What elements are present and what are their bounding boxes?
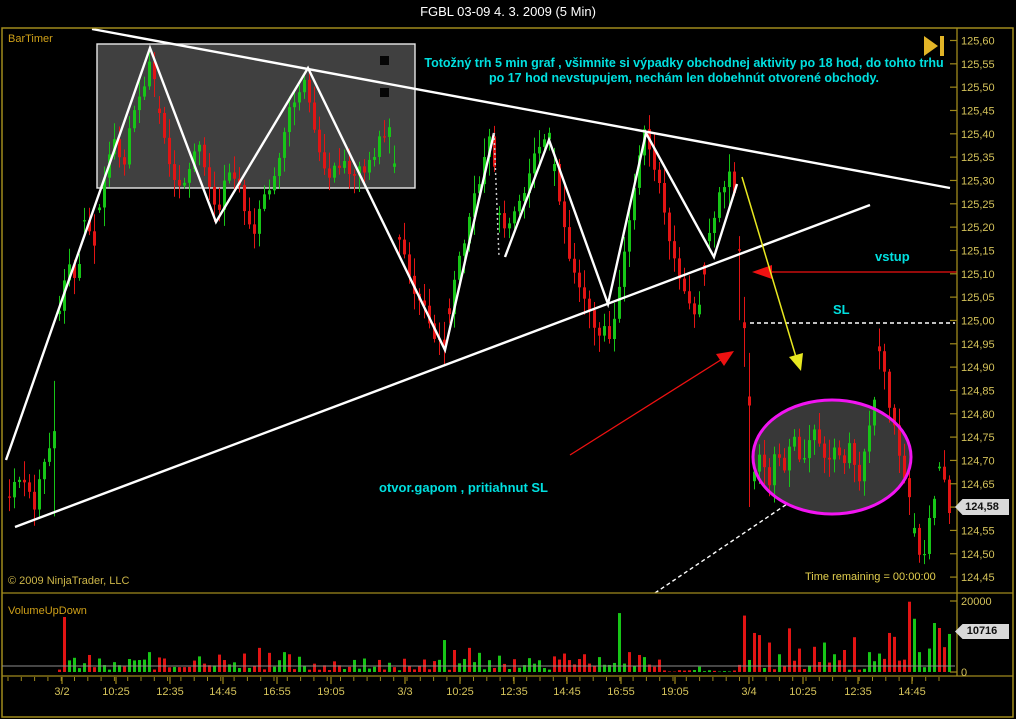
swing-zigzag-line[interactable]: [503, 129, 739, 309]
go-to-latest-button[interactable]: [922, 35, 948, 57]
trade-note-line2: po 17 hod nevstupujem, nechám len dobehn…: [488, 71, 880, 85]
axis-tick-label: 125,55: [961, 59, 995, 71]
axis-tick-label: 14:45: [209, 686, 237, 698]
axis-tick-label: 3/3: [397, 686, 412, 698]
axis-tick-label: 125,00: [961, 315, 995, 327]
trendline[interactable]: [91, 27, 951, 190]
breakdown-arrowhead: [716, 351, 734, 366]
axis-tick-label: 125,10: [961, 269, 995, 281]
last-price-marker: 124,58: [955, 499, 1009, 515]
axis-tick-label: 14:45: [898, 686, 926, 698]
axis-tick-label: 125,20: [961, 222, 995, 234]
gap-dashed-line: [654, 503, 788, 594]
bartimer-countdown-text: Time remaining = 00:00:00: [805, 571, 936, 583]
time-axis[interactable]: [2, 677, 955, 716]
axis-tick-label: 124,90: [961, 362, 995, 374]
axis-tick-label: 124,70: [961, 455, 995, 467]
breakdown-arrow-line: [569, 355, 728, 456]
trade-note-annotation: Totožný trh 5 min graf , všimnite si výp…: [420, 56, 948, 86]
axis-tick-label: 10:25: [789, 686, 817, 698]
axis-tick-label: 125,50: [961, 82, 995, 94]
trendline[interactable]: [14, 203, 871, 529]
volume-indicator-label: VolumeUpDown: [8, 605, 87, 617]
target-arrowhead: [789, 353, 803, 371]
drawing-overlays: [4, 27, 957, 594]
axis-tick-label: 14:45: [553, 686, 581, 698]
play-icon: [924, 36, 944, 56]
axis-tick-label: 125,60: [961, 36, 995, 48]
axis-tick-label: 124,75: [961, 432, 995, 444]
last-volume-marker: 10716: [955, 624, 1009, 639]
axis-tick-label: 125,35: [961, 152, 995, 164]
entry-arrowhead: [752, 265, 772, 279]
window-title: FGBL 03-09 4. 3. 2009 (5 Min): [420, 4, 596, 19]
axis-tick-label: 12:35: [500, 686, 528, 698]
axis-tick-label: 16:55: [263, 686, 291, 698]
axis-tick-label: 124,80: [961, 409, 995, 421]
axis-tick-label: 125,25: [961, 199, 995, 211]
selection-handle[interactable]: [380, 56, 389, 65]
axis-tick-label: 12:35: [844, 686, 872, 698]
axis-tick-label: 124,85: [961, 385, 995, 397]
axis-tick-label: 125,05: [961, 292, 995, 304]
axis-tick-label: 125,45: [961, 105, 995, 117]
axis-tick-label: 124,55: [961, 525, 995, 537]
axis-tick-label: 19:05: [317, 686, 345, 698]
dotted-swing-line: [493, 132, 500, 258]
axis-tick-label: 125,40: [961, 129, 995, 141]
axis-tick-label: 125,30: [961, 175, 995, 187]
axis-tick-label: 124,65: [961, 479, 995, 491]
price-axis[interactable]: [957, 28, 1013, 676]
axis-tick-label: 10:25: [102, 686, 130, 698]
volume-bars: [58, 601, 951, 672]
axis-tick-label: 20000: [961, 596, 992, 608]
trade-note-line1: Totožný trh 5 min graf , všimnite si výp…: [424, 56, 944, 70]
axis-tick-label: 3/4: [741, 686, 756, 698]
axis-tick-label: 3/2: [54, 686, 69, 698]
axis-tick-label: 10:25: [446, 686, 474, 698]
frame-and-axes: 125,60 125,55 125,50 125,45 125,40 125,35 125,…: [1, 27, 1014, 718]
axis-tick-label: 16:55: [607, 686, 635, 698]
axis-tick-label: 124,45: [961, 572, 995, 584]
axis-tick-label: 19:05: [661, 686, 689, 698]
background-shapes: [96, 43, 911, 514]
copyright-text: © 2009 NinjaTrader, LLC: [8, 575, 130, 587]
swing-zigzag-line[interactable]: [4, 44, 496, 461]
target-arrow-line: [741, 176, 797, 358]
axis-tick-label: 125,15: [961, 245, 995, 257]
axis-tick-label: 0: [961, 667, 967, 679]
selection-handle[interactable]: [380, 88, 389, 97]
bartimer-indicator-label: BarTimer: [8, 33, 53, 45]
axis-tick-label: 124,50: [961, 549, 995, 561]
entry-label: vstup: [875, 249, 910, 264]
axis-tick-label: 12:35: [156, 686, 184, 698]
axis-tick-label: 124,95: [961, 339, 995, 351]
gap-note-label: otvor.gapom , pritiahnut SL: [379, 480, 548, 495]
consolidation-ellipse[interactable]: [751, 398, 913, 516]
stoploss-label: SL: [833, 302, 850, 317]
